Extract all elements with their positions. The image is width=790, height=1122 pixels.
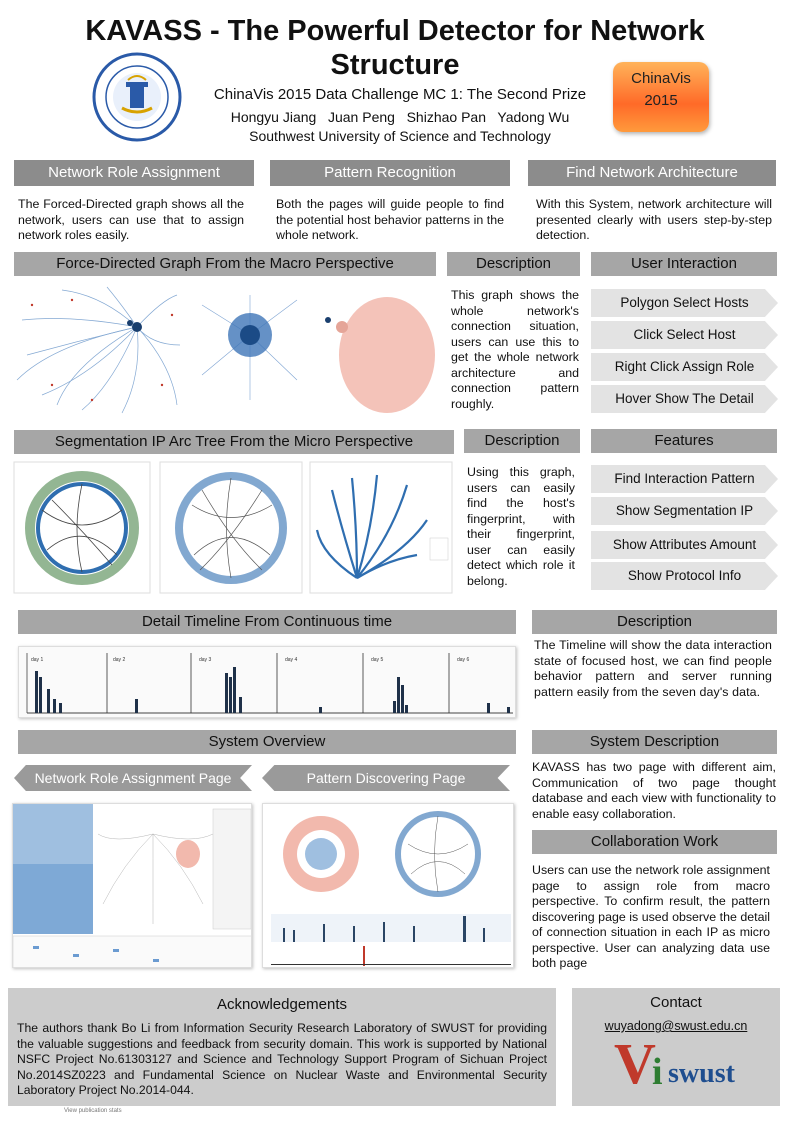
system-description-text: KAVASS has two page with different aim, … [532, 760, 776, 821]
logo-swust: swust [668, 1058, 735, 1089]
force-graph-header: Force-Directed Graph From the Macro Pers… [14, 252, 436, 276]
user-interaction-header: User Interaction [591, 252, 777, 276]
ui-item-right-click-assign[interactable]: Right Click Assign Role [591, 353, 778, 381]
network-role-page-band: Network Role Assignment Page [14, 765, 252, 791]
ui-item-click-select[interactable]: Click Select Host [591, 321, 778, 349]
feature-attributes-amount[interactable]: Show Attributes Amount [591, 531, 778, 559]
publication-stats-link[interactable]: View publication stats [64, 1108, 122, 1114]
acknowledgements-panel: Acknowledgements The authors thank Bo Li… [8, 988, 556, 1106]
timeline-day-4: day 4 [285, 657, 297, 663]
acknowledgements-title: Acknowledgements [216, 996, 348, 1013]
chinavis-badge: ChinaVis 2015 [613, 62, 709, 132]
timeline-day-5: day 5 [371, 657, 383, 663]
timeline-chart: day 1 day 2 day 3 day 4 day 5 day 6 [18, 646, 516, 718]
contact-email[interactable]: wuyadong@swust.edu.cn [604, 1019, 748, 1033]
force-description-text: This graph shows the whole network's con… [451, 288, 579, 411]
timeline-day-2: day 2 [113, 657, 125, 663]
network-role-page-screenshot [12, 803, 252, 968]
feature-interaction-pattern[interactable]: Find Interaction Pattern [591, 465, 778, 493]
contact-panel: Contact wuyadong@swust.edu.cn V i swust [572, 988, 780, 1106]
system-overview-header: System Overview [18, 730, 516, 754]
title-line-1: KAVASS - The Powerful Detector for Netwo… [85, 15, 705, 47]
timeline-day-1: day 1 [31, 657, 43, 663]
section-header-pattern-recognition: Pattern Recognition [270, 160, 510, 186]
section-header-network-architecture: Find Network Architecture [528, 160, 776, 186]
contact-title: Contact [650, 994, 702, 1011]
feature-segmentation-ip[interactable]: Show Segmentation IP [591, 497, 778, 525]
badge-line-1: ChinaVis [631, 70, 691, 87]
arc-tree-header: Segmentation IP Arc Tree From the Micro … [14, 430, 454, 454]
arc-description-header: Description [464, 429, 580, 453]
network-architecture-text: With this System, network architecture w… [536, 197, 772, 242]
authors: Hongyu Jiang Juan Peng Shizhao Pan Yadon… [230, 109, 570, 125]
poster-title: KAVASS - The Powerful Detector for Netwo… [40, 14, 750, 82]
features-header: Features [591, 429, 777, 453]
ui-item-polygon-select[interactable]: Polygon Select Hosts [591, 289, 778, 317]
subtitle: ChinaVis 2015 Data Challenge MC 1: The S… [213, 86, 587, 103]
force-graph-images [12, 285, 436, 415]
viswust-logo: V i swust [614, 1031, 754, 1100]
network-role-text: The Forced-Directed graph shows all the … [18, 197, 244, 242]
collaboration-work-header: Collaboration Work [532, 830, 777, 854]
logo-v: V [614, 1031, 656, 1096]
acknowledgements-text: The authors thank Bo Li from Information… [17, 1021, 547, 1097]
affiliation: Southwest University of Science and Tech… [249, 128, 551, 144]
feature-protocol-info[interactable]: Show Protocol Info [591, 562, 778, 590]
pattern-recognition-text: Both the pages will guide people to find… [276, 197, 504, 242]
timeline-description-header: Description [532, 610, 777, 634]
section-header-network-role: Network Role Assignment [14, 160, 254, 186]
title-line-2: Structure [330, 49, 460, 81]
system-description-header: System Description [532, 730, 777, 754]
timeline-header: Detail Timeline From Continuous time [18, 610, 516, 634]
university-seal-logo [92, 52, 182, 142]
collaboration-work-text: Users can use the network role assignmen… [532, 863, 770, 970]
pattern-discovering-page-screenshot [262, 803, 514, 968]
timeline-day-3: day 3 [199, 657, 211, 663]
arc-description-text: Using this graph, users can easily find … [467, 465, 575, 588]
timeline-description-text: The Timeline will show the data interact… [534, 638, 772, 699]
force-description-header: Description [447, 252, 580, 276]
ui-item-hover-detail[interactable]: Hover Show The Detail [591, 385, 778, 413]
arc-tree-images [12, 460, 454, 595]
timeline-day-6: day 6 [457, 657, 469, 663]
badge-line-2: 2015 [644, 92, 678, 109]
logo-i: i [652, 1051, 663, 1093]
pattern-discovering-page-band: Pattern Discovering Page [262, 765, 510, 791]
